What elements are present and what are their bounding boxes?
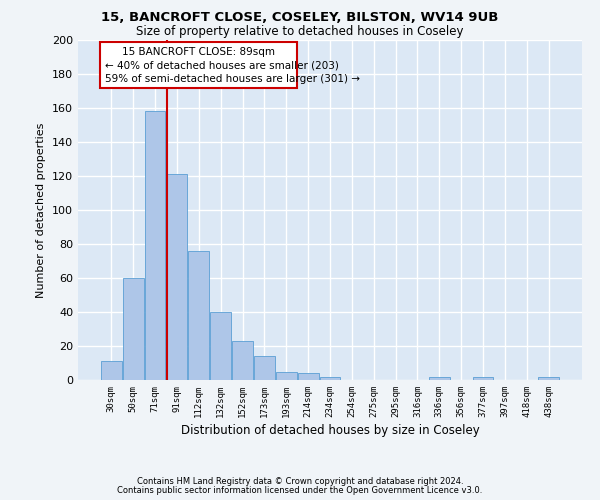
- Bar: [167, 174, 187, 380]
- Bar: [298, 373, 319, 380]
- FancyBboxPatch shape: [100, 42, 297, 88]
- Bar: [429, 376, 450, 380]
- Bar: [188, 251, 209, 380]
- Bar: [276, 372, 296, 380]
- Text: Contains public sector information licensed under the Open Government Licence v3: Contains public sector information licen…: [118, 486, 482, 495]
- X-axis label: Distribution of detached houses by size in Coseley: Distribution of detached houses by size …: [181, 424, 479, 437]
- Text: 15, BANCROFT CLOSE, COSELEY, BILSTON, WV14 9UB: 15, BANCROFT CLOSE, COSELEY, BILSTON, WV…: [101, 11, 499, 24]
- Text: 15 BANCROFT CLOSE: 89sqm: 15 BANCROFT CLOSE: 89sqm: [122, 47, 275, 57]
- Bar: [210, 312, 231, 380]
- Text: Size of property relative to detached houses in Coseley: Size of property relative to detached ho…: [136, 24, 464, 38]
- Bar: [145, 112, 166, 380]
- Bar: [101, 362, 122, 380]
- Text: ← 40% of detached houses are smaller (203): ← 40% of detached houses are smaller (20…: [105, 60, 338, 70]
- Bar: [320, 376, 340, 380]
- Bar: [254, 356, 275, 380]
- Text: 59% of semi-detached houses are larger (301) →: 59% of semi-detached houses are larger (…: [105, 74, 360, 84]
- Text: Contains HM Land Registry data © Crown copyright and database right 2024.: Contains HM Land Registry data © Crown c…: [137, 477, 463, 486]
- Bar: [473, 376, 493, 380]
- Bar: [232, 341, 253, 380]
- Bar: [538, 376, 559, 380]
- Bar: [123, 278, 143, 380]
- Y-axis label: Number of detached properties: Number of detached properties: [37, 122, 46, 298]
